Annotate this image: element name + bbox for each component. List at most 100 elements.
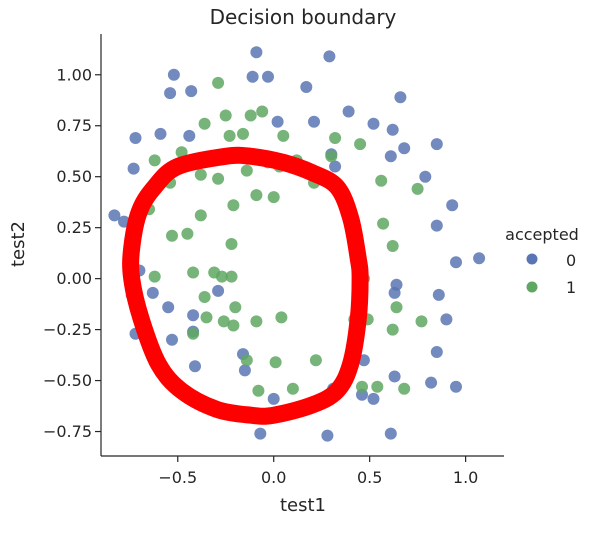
legend-label-0: 0	[566, 251, 576, 270]
y-tick-label-6: 0.75	[56, 116, 92, 135]
data-point-series-1-9	[148, 154, 161, 167]
data-point-series-1-32	[386, 240, 399, 252]
data-point-series-1-41	[390, 301, 403, 314]
data-point-series-1-25	[227, 199, 240, 212]
data-point-series-0-53	[450, 380, 462, 393]
data-point-series-0-17	[398, 142, 411, 155]
data-point-series-1-0	[212, 76, 225, 89]
data-point-series-0-37	[212, 284, 225, 297]
data-point-series-0-28	[430, 219, 443, 232]
data-point-series-0-36	[187, 309, 200, 322]
data-point-series-1-17	[375, 174, 388, 187]
decision-boundary-layer	[122, 146, 369, 425]
data-point-series-1-26	[250, 189, 263, 202]
x-tick-label-3: 1.0	[453, 468, 478, 487]
data-point-series-0-52	[367, 392, 380, 405]
data-point-series-1-15	[325, 150, 338, 163]
data-point-series-0-3	[246, 70, 259, 83]
data-point-series-0-29	[450, 256, 462, 269]
axes: −0.5 0.0 0.5 1.0 −0.75 −0.50 −0.25 0.00 0.25 0.50…	[43, 34, 504, 487]
data-point-series-1-53	[269, 356, 282, 369]
x-axis-label: test1	[280, 495, 326, 516]
x-tick-label-0: −0.5	[158, 468, 197, 487]
data-point-series-0-48	[388, 370, 401, 383]
data-point-series-1-7	[277, 129, 290, 142]
data-point-series-1-8	[329, 132, 342, 144]
legend-marker-1	[526, 281, 538, 293]
y-tick-label-3: 0.00	[56, 269, 92, 288]
data-point-series-0-30	[473, 252, 486, 265]
data-point-series-0-34	[146, 286, 159, 299]
legend: accepted 0 1	[505, 225, 579, 297]
data-point-series-0-19	[430, 138, 443, 151]
data-point-series-1-33	[148, 270, 161, 283]
y-axis-label: test2	[8, 221, 29, 267]
data-point-series-0-20	[127, 162, 140, 175]
plot-background	[101, 34, 504, 456]
data-point-series-1-37	[225, 270, 238, 283]
legend-title: accepted	[505, 225, 579, 244]
data-point-series-0-4	[262, 70, 274, 83]
data-point-series-1-16	[354, 138, 367, 151]
data-point-series-1-1	[219, 109, 232, 122]
data-point-series-0-22	[329, 160, 342, 173]
data-point-series-1-24	[194, 209, 207, 222]
data-point-series-1-4	[198, 117, 211, 130]
y-tick-label-0: −0.75	[43, 422, 92, 441]
data-point-series-1-30	[181, 227, 194, 240]
data-point-series-1-20	[194, 168, 207, 181]
data-point-series-1-2	[244, 109, 257, 122]
data-point-series-0-39	[440, 313, 453, 326]
data-point-series-1-6	[237, 127, 249, 140]
data-point-series-1-10	[175, 146, 188, 159]
x-tick-label-1: 0.0	[261, 468, 286, 487]
data-point-series-0-35	[162, 301, 175, 314]
data-point-series-0-2	[167, 68, 180, 81]
data-point-series-1-59	[286, 382, 299, 395]
data-point-series-1-18	[411, 182, 424, 195]
y-tick-label-7: 1.00	[56, 65, 92, 84]
data-point-series-1-39	[198, 291, 211, 303]
data-point-series-1-55	[356, 380, 368, 393]
chart-title: Decision boundary	[210, 5, 397, 29]
data-point-series-0-42	[166, 333, 178, 346]
data-point-series-1-28	[377, 217, 390, 230]
data-point-series-1-36	[215, 270, 228, 283]
data-point-series-1-57	[398, 382, 411, 395]
data-point-series-1-29	[166, 229, 178, 242]
data-point-series-0-25	[108, 209, 121, 222]
data-point-series-0-43	[189, 360, 201, 373]
plot-area	[101, 34, 504, 456]
data-point-series-1-11	[240, 164, 253, 177]
data-point-series-0-11	[154, 127, 167, 140]
legend-label-1: 1	[566, 278, 576, 297]
data-point-series-1-27	[267, 191, 280, 204]
data-point-series-1-40	[229, 301, 242, 314]
data-point-series-0-8	[342, 105, 355, 118]
data-point-series-0-23	[419, 170, 432, 183]
data-point-series-1-5	[223, 129, 236, 142]
data-point-series-0-12	[183, 129, 196, 142]
data-point-series-0-5	[185, 85, 198, 98]
data-point-series-1-51	[386, 323, 399, 336]
data-point-series-0-1	[323, 50, 336, 63]
y-tick-label-4: 0.25	[56, 218, 92, 237]
data-point-series-0-57	[321, 429, 334, 442]
data-point-series-0-13	[271, 115, 284, 128]
data-point-series-0-10	[129, 132, 142, 144]
data-point-series-1-31	[225, 238, 238, 250]
y-tick-label-5: 0.50	[56, 167, 92, 186]
data-point-series-1-58	[252, 384, 265, 397]
data-point-series-0-49	[425, 376, 438, 389]
data-point-series-1-47	[250, 315, 263, 328]
data-point-series-1-56	[371, 380, 384, 393]
data-point-series-0-24	[446, 199, 459, 212]
y-tick-label-2: −0.25	[43, 320, 92, 339]
data-point-series-1-44	[200, 311, 213, 324]
data-point-series-1-50	[187, 327, 200, 340]
data-point-series-1-3	[256, 105, 269, 118]
data-point-series-1-54	[309, 354, 322, 367]
data-point-series-1-48	[275, 311, 288, 324]
